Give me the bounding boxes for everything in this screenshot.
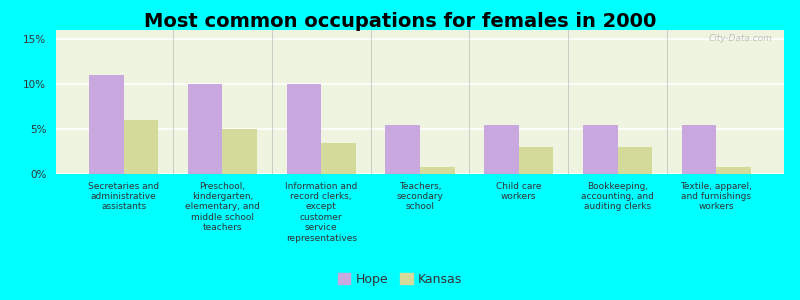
Bar — [286, 84, 322, 174]
Bar — [124, 120, 158, 174]
Bar — [222, 129, 257, 174]
Text: Most common occupations for females in 2000: Most common occupations for females in 2… — [144, 12, 656, 31]
Bar — [322, 142, 356, 174]
Bar — [386, 124, 420, 174]
Bar — [583, 124, 618, 174]
Bar — [682, 124, 716, 174]
Bar — [420, 167, 454, 174]
Text: City-Data.com: City-Data.com — [709, 34, 773, 43]
Bar — [89, 75, 124, 174]
Bar — [618, 147, 652, 174]
Bar — [484, 124, 518, 174]
Legend: Hope, Kansas: Hope, Kansas — [333, 268, 467, 291]
Bar — [716, 167, 751, 174]
Bar — [188, 84, 222, 174]
Bar — [518, 147, 554, 174]
